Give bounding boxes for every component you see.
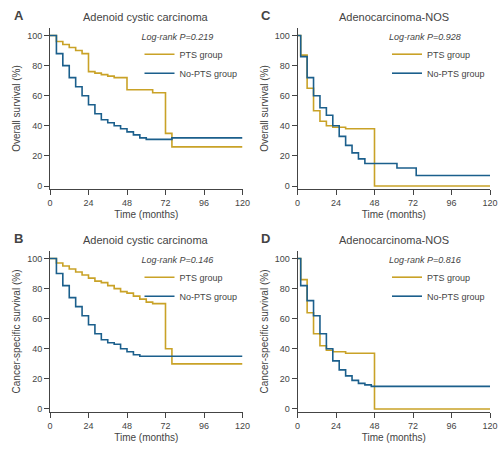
svg-text:60: 60 bbox=[280, 314, 290, 324]
svg-text:0: 0 bbox=[285, 181, 290, 191]
svg-text:Log-rank P=0.816: Log-rank P=0.816 bbox=[389, 255, 461, 265]
svg-text:No-PTS group: No-PTS group bbox=[427, 69, 485, 79]
svg-text:Log-rank P=0.219: Log-rank P=0.219 bbox=[142, 32, 214, 42]
svg-text:48: 48 bbox=[369, 421, 379, 431]
svg-text:48: 48 bbox=[122, 421, 132, 431]
svg-text:100: 100 bbox=[27, 31, 42, 41]
svg-text:Cancer-specific survival (%): Cancer-specific survival (%) bbox=[259, 270, 270, 394]
svg-text:72: 72 bbox=[160, 198, 170, 208]
svg-text:20: 20 bbox=[280, 374, 290, 384]
svg-text:20: 20 bbox=[280, 151, 290, 161]
svg-text:96: 96 bbox=[446, 198, 456, 208]
svg-text:Adenocarcinoma-NOS: Adenocarcinoma-NOS bbox=[339, 11, 449, 23]
svg-text:C: C bbox=[261, 8, 271, 23]
svg-text:No-PTS group: No-PTS group bbox=[180, 292, 238, 302]
svg-text:0: 0 bbox=[37, 181, 42, 191]
svg-text:120: 120 bbox=[482, 421, 497, 431]
svg-text:Overall survival (%): Overall survival (%) bbox=[11, 65, 22, 152]
svg-text:PTS group: PTS group bbox=[427, 50, 470, 60]
svg-text:PTS group: PTS group bbox=[180, 273, 223, 283]
svg-text:60: 60 bbox=[32, 314, 42, 324]
svg-text:24: 24 bbox=[83, 421, 93, 431]
svg-text:40: 40 bbox=[32, 121, 42, 131]
svg-text:96: 96 bbox=[446, 421, 456, 431]
svg-text:60: 60 bbox=[280, 91, 290, 101]
svg-text:Log-rank P=0.146: Log-rank P=0.146 bbox=[142, 255, 214, 265]
svg-text:Overall survival (%): Overall survival (%) bbox=[259, 65, 270, 152]
svg-text:20: 20 bbox=[32, 374, 42, 384]
svg-text:80: 80 bbox=[32, 284, 42, 294]
svg-text:Adenoid cystic carcinoma: Adenoid cystic carcinoma bbox=[83, 11, 209, 23]
svg-text:0: 0 bbox=[37, 404, 42, 414]
svg-text:0: 0 bbox=[47, 421, 52, 431]
svg-text:100: 100 bbox=[27, 254, 42, 264]
svg-text:24: 24 bbox=[331, 198, 341, 208]
svg-text:100: 100 bbox=[275, 254, 290, 264]
svg-text:No-PTS group: No-PTS group bbox=[180, 69, 238, 79]
svg-text:60: 60 bbox=[32, 91, 42, 101]
svg-text:0: 0 bbox=[47, 198, 52, 208]
svg-text:Time (months): Time (months) bbox=[114, 209, 178, 220]
svg-text:72: 72 bbox=[408, 198, 418, 208]
svg-text:72: 72 bbox=[160, 421, 170, 431]
svg-text:120: 120 bbox=[482, 198, 497, 208]
svg-text:20: 20 bbox=[32, 151, 42, 161]
svg-text:0: 0 bbox=[295, 421, 300, 431]
svg-text:120: 120 bbox=[235, 198, 250, 208]
svg-text:Time (months): Time (months) bbox=[362, 209, 426, 220]
svg-text:PTS group: PTS group bbox=[180, 50, 223, 60]
svg-text:0: 0 bbox=[285, 404, 290, 414]
svg-text:80: 80 bbox=[32, 61, 42, 71]
svg-text:Time (months): Time (months) bbox=[362, 432, 426, 443]
svg-text:48: 48 bbox=[122, 198, 132, 208]
svg-text:Cancer-specific survival (%): Cancer-specific survival (%) bbox=[11, 270, 22, 394]
svg-text:40: 40 bbox=[280, 121, 290, 131]
svg-text:0: 0 bbox=[295, 198, 300, 208]
svg-text:Adenocarcinoma-NOS: Adenocarcinoma-NOS bbox=[339, 234, 449, 246]
svg-text:72: 72 bbox=[408, 421, 418, 431]
svg-text:96: 96 bbox=[199, 198, 209, 208]
svg-text:96: 96 bbox=[199, 421, 209, 431]
svg-text:100: 100 bbox=[275, 31, 290, 41]
svg-text:24: 24 bbox=[83, 198, 93, 208]
svg-text:40: 40 bbox=[32, 344, 42, 354]
svg-text:B: B bbox=[14, 231, 23, 246]
svg-text:Adenoid cystic carcinoma: Adenoid cystic carcinoma bbox=[83, 234, 209, 246]
svg-text:Log-rank P=0.928: Log-rank P=0.928 bbox=[389, 32, 461, 42]
svg-text:24: 24 bbox=[331, 421, 341, 431]
svg-text:80: 80 bbox=[280, 284, 290, 294]
svg-text:80: 80 bbox=[280, 61, 290, 71]
svg-text:40: 40 bbox=[280, 344, 290, 354]
svg-text:A: A bbox=[14, 8, 24, 23]
svg-text:120: 120 bbox=[235, 421, 250, 431]
svg-text:48: 48 bbox=[369, 198, 379, 208]
svg-text:PTS group: PTS group bbox=[427, 273, 470, 283]
svg-text:Time (months): Time (months) bbox=[114, 432, 178, 443]
svg-text:No-PTS group: No-PTS group bbox=[427, 292, 485, 302]
svg-text:D: D bbox=[261, 231, 270, 246]
